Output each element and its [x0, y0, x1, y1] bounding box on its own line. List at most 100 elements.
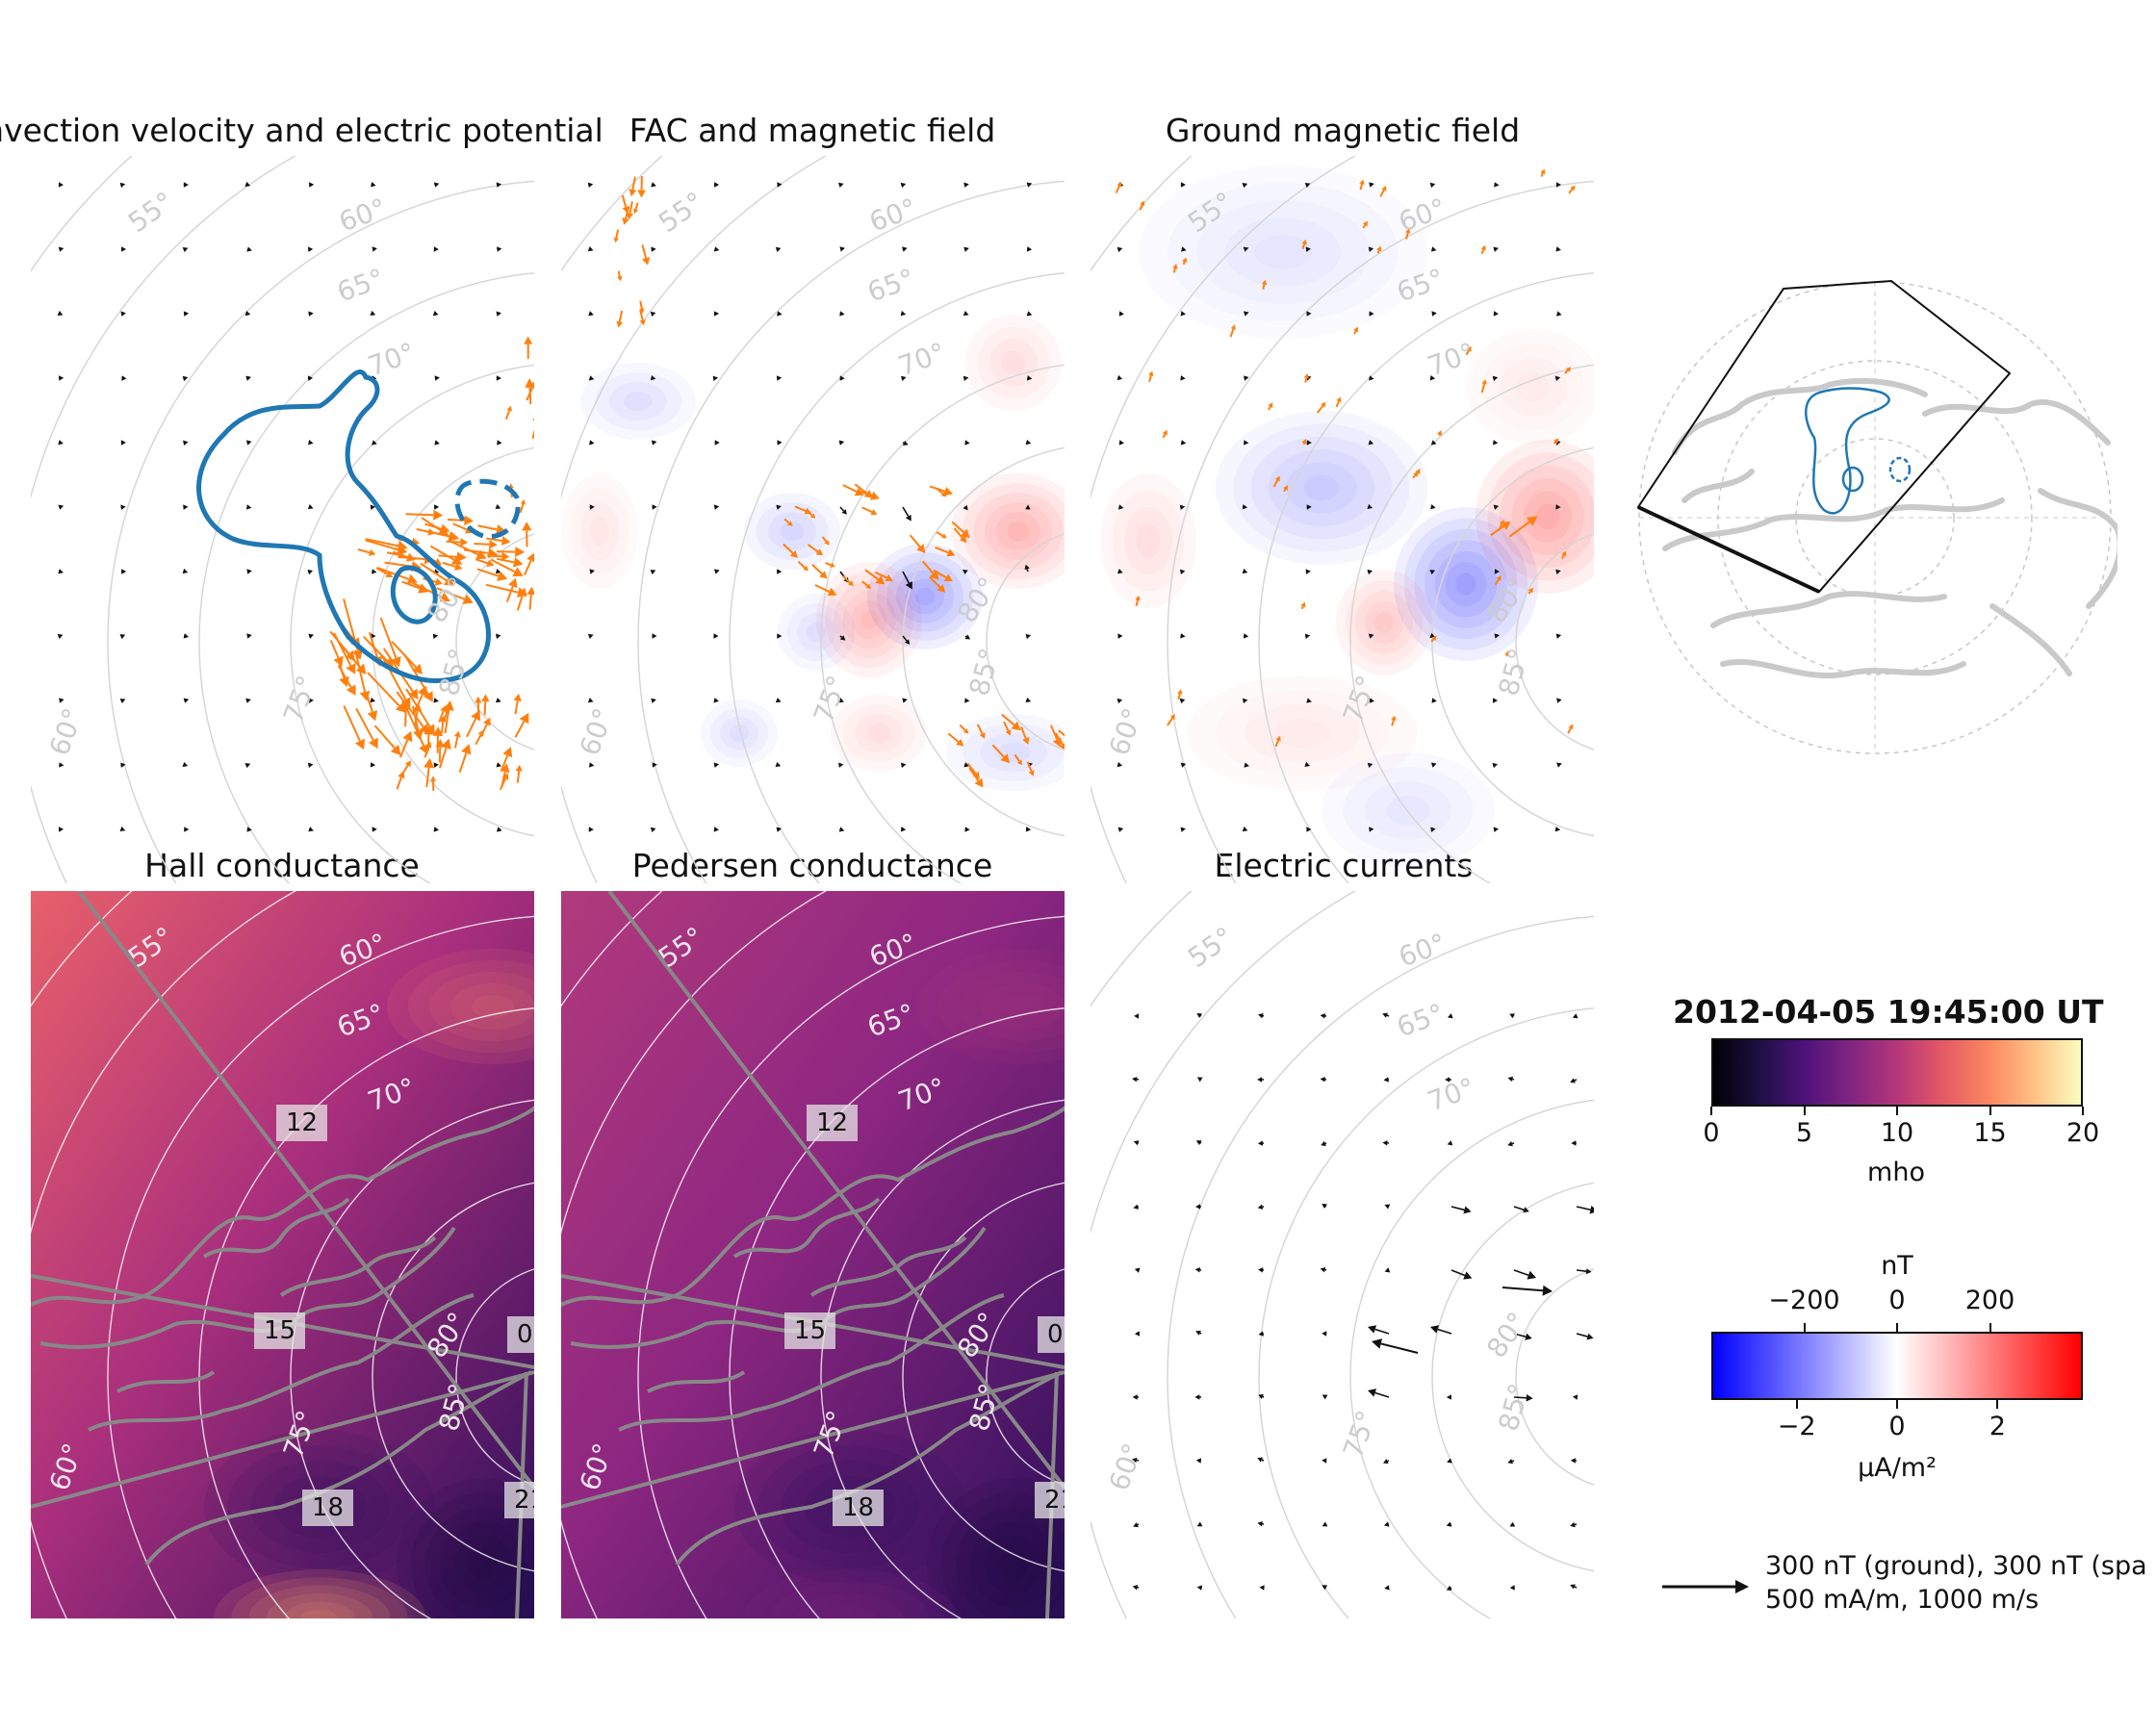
lat-circle	[290, 1099, 534, 1618]
orange-vector	[525, 378, 534, 405]
field-vector	[1429, 570, 1436, 575]
orange-vector	[622, 206, 630, 225]
velocity-vector	[119, 826, 126, 832]
orange-vector	[379, 617, 401, 668]
field-vector	[713, 504, 720, 510]
conductance-tick-label: 5	[1795, 1118, 1813, 1148]
panel-title-fac: FAC and magnetic field	[629, 112, 996, 149]
orange-vector	[357, 548, 376, 556]
velocity-vector	[120, 762, 126, 768]
orange-vector	[526, 586, 534, 610]
field-vector	[1556, 698, 1562, 703]
orange-vector	[1020, 726, 1030, 745]
orange-vector	[481, 694, 490, 716]
field-vector	[1179, 698, 1186, 704]
field-vector	[839, 506, 847, 515]
orange-vector	[861, 580, 872, 589]
orange-vector	[1437, 429, 1443, 437]
overview-coastline	[1710, 591, 1947, 628]
field-vector	[962, 375, 969, 382]
coastline	[561, 1106, 1065, 1307]
orange-vector	[842, 484, 864, 497]
orange-vector	[783, 518, 793, 526]
orange-vector	[333, 632, 356, 675]
current-vector	[1196, 1585, 1203, 1591]
orange-vector	[1172, 264, 1178, 273]
field-vector	[776, 375, 783, 381]
conductance-blob	[970, 1521, 1057, 1608]
velocity-vector	[183, 182, 189, 188]
velocity-vector	[244, 763, 251, 769]
orange-vector	[405, 509, 444, 521]
field-vector	[1180, 762, 1187, 768]
current-vector	[1447, 1458, 1452, 1464]
current-vector	[1134, 1331, 1141, 1337]
field-vector	[1369, 827, 1374, 832]
velocity-vector	[183, 311, 190, 317]
orange-vector	[513, 693, 522, 715]
field-vector	[713, 698, 719, 703]
hall-panel: 55°60°65°70°75°80°85°60°1215091821	[31, 891, 534, 1618]
conductance-blob	[301, 1609, 338, 1618]
lat-circle	[1515, 533, 1594, 751]
orange-vector	[376, 566, 419, 585]
orange-vector	[1148, 370, 1154, 382]
velocity-vector	[496, 633, 501, 639]
field-vector	[1025, 504, 1031, 510]
orange-vector	[1480, 379, 1487, 394]
current-vector	[1509, 1521, 1516, 1527]
field-vector	[712, 375, 719, 382]
field-vector	[588, 311, 594, 317]
field-vector	[1116, 698, 1123, 704]
fac-colorbar-unit: μA/m²	[1858, 1453, 1937, 1483]
overview-lat-circle	[1795, 438, 1955, 598]
field-vector	[1180, 375, 1186, 381]
orange-vector	[632, 202, 639, 215]
field-vector	[1180, 440, 1187, 446]
velocity-vector	[246, 246, 252, 252]
field-vector	[962, 310, 969, 317]
field-vector	[588, 375, 595, 381]
orange-vector	[1362, 220, 1368, 229]
lat-circle	[290, 364, 534, 883]
field-vector	[901, 762, 907, 768]
velocity-vector	[496, 311, 501, 317]
orange-vector	[639, 300, 645, 314]
field-vector	[1305, 246, 1311, 252]
field-vector	[777, 633, 783, 639]
orange-vector	[1376, 245, 1382, 254]
field-vector	[1025, 697, 1032, 702]
orange-vector	[629, 176, 637, 197]
field-vector	[964, 634, 971, 640]
velocity-vector	[58, 827, 64, 832]
field-vector	[1306, 827, 1312, 832]
orange-vector	[1465, 345, 1472, 356]
velocity-vector	[59, 375, 64, 381]
lat-circle	[107, 915, 534, 1618]
current-vector	[1194, 1394, 1202, 1400]
current-vector	[1320, 1266, 1327, 1273]
orange-vector	[1561, 550, 1567, 560]
field-vector	[1306, 311, 1312, 317]
overview-coastline	[1681, 469, 1755, 503]
orange-vector	[458, 744, 472, 773]
velocity-vector	[245, 698, 251, 703]
orange-vector	[821, 536, 830, 546]
field-vector	[650, 311, 656, 318]
orange-vector	[1316, 401, 1326, 414]
coastline	[116, 1370, 216, 1393]
current-vector	[1570, 1458, 1578, 1464]
velocity-vector	[372, 569, 377, 574]
currents-panel: 55° 60° 65° 70° 75° 80° 85° 60°	[1091, 891, 1596, 1618]
lat-circle	[372, 446, 534, 837]
potential-contour-small	[390, 565, 438, 624]
velocity-vector	[182, 761, 189, 768]
current-vector	[1322, 1458, 1327, 1464]
orange-vector	[1139, 200, 1145, 211]
fac-colorbar-top-unit: nT	[1881, 1251, 1913, 1281]
coastline	[675, 1370, 1063, 1566]
orange-vector	[476, 568, 508, 581]
lat-circle	[1091, 891, 1357, 1618]
current-vector	[1322, 1521, 1328, 1527]
conductance-colorbar-unit: mho	[1867, 1158, 1925, 1187]
